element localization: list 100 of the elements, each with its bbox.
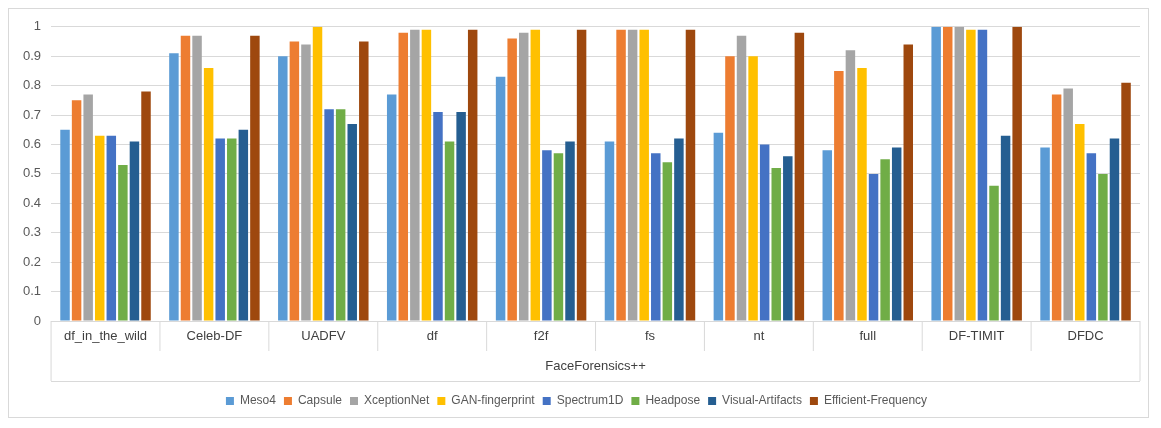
bar (312, 26, 323, 321)
bar (495, 76, 506, 321)
bar (118, 165, 128, 321)
legend-label: XceptionNet (363, 393, 431, 408)
bar (1063, 88, 1073, 321)
legend-label: GAN-fingerprint (451, 393, 536, 408)
bar (1086, 153, 1097, 321)
legend-label: Capsule (297, 393, 343, 408)
bar (169, 53, 179, 321)
bar (748, 56, 758, 321)
bar (1109, 138, 1120, 321)
y-tick-label: 0.8 (22, 77, 42, 93)
bar (410, 29, 420, 321)
bar (857, 67, 867, 321)
bar (180, 35, 191, 321)
bar (685, 29, 696, 321)
bar (1012, 26, 1022, 321)
bar (616, 29, 626, 321)
bar (507, 38, 517, 321)
bar (794, 32, 805, 321)
bar (60, 129, 70, 321)
bar (324, 109, 334, 321)
bar (1051, 94, 1062, 321)
bar (891, 147, 902, 321)
x-tick-label: DFDC (1067, 327, 1104, 343)
bar (530, 29, 541, 321)
bar (759, 144, 770, 321)
x-tick-label: fs (644, 327, 656, 343)
y-tick-label: 0.6 (22, 136, 42, 152)
bar (301, 44, 311, 321)
legend-label: Efficient-Frequency (823, 393, 928, 408)
bar (942, 26, 953, 321)
bar (651, 153, 661, 321)
bar (518, 32, 529, 321)
legend-label: Meso4 (239, 393, 277, 408)
legend-label: Headpose (645, 393, 701, 408)
x-tick-label: nt (753, 327, 765, 343)
x-tick-label: df (426, 327, 438, 343)
bar (359, 41, 369, 321)
bar (627, 29, 638, 321)
bar (289, 41, 300, 321)
bar (903, 44, 914, 321)
bar (433, 112, 443, 321)
bar (604, 141, 615, 321)
y-tick-label: 0.4 (22, 194, 42, 210)
bar (129, 141, 140, 321)
bar (106, 135, 117, 321)
bar (954, 26, 965, 321)
bar (215, 138, 225, 321)
bar (783, 156, 793, 321)
bar (725, 56, 735, 321)
bar (736, 35, 747, 321)
bar (94, 135, 105, 321)
bar (977, 29, 988, 321)
bar (565, 141, 575, 321)
bar (398, 32, 409, 321)
bar (822, 150, 833, 321)
x-tick-label: DF-TIMIT (948, 327, 1005, 343)
bar (83, 94, 93, 321)
bar (467, 29, 478, 321)
bar (771, 168, 781, 321)
bar (203, 67, 214, 321)
bar (238, 129, 249, 321)
bar (868, 173, 879, 321)
bar (553, 153, 564, 321)
bar (1075, 123, 1085, 321)
x-tick-label: full (859, 327, 877, 343)
bar (966, 29, 976, 321)
legend-label: Spectrum1D (556, 393, 624, 408)
bar (576, 29, 587, 321)
bar (1040, 147, 1050, 321)
bar (278, 56, 288, 321)
bar (1098, 173, 1108, 321)
x-tick-label: Celeb-DF (186, 327, 243, 343)
bar (639, 29, 649, 321)
y-tick-label: 0.3 (22, 224, 42, 240)
bar (335, 109, 346, 321)
bar (347, 123, 357, 321)
bar (542, 150, 552, 321)
bar (250, 35, 260, 321)
y-tick-label: 0.9 (22, 47, 42, 63)
bar (1000, 135, 1011, 321)
bar (662, 162, 673, 321)
bar (141, 91, 151, 321)
bar (192, 35, 202, 321)
bar (880, 159, 890, 321)
bar (834, 70, 844, 321)
bar (1121, 82, 1131, 321)
bar (71, 100, 82, 321)
y-tick-label: 0.1 (22, 283, 42, 299)
text: FaceForensics++ (545, 357, 646, 373)
bar (713, 132, 724, 321)
x-tick-label: df_in_the_wild (63, 327, 148, 343)
x-tick-label: f2f (533, 327, 549, 343)
bar (989, 185, 999, 321)
bar (444, 141, 455, 321)
y-tick-label: 1 (33, 18, 42, 34)
bar (674, 138, 684, 321)
legend-label: Visual-Artifacts (722, 393, 802, 408)
y-tick-label: 0.2 (22, 253, 42, 269)
